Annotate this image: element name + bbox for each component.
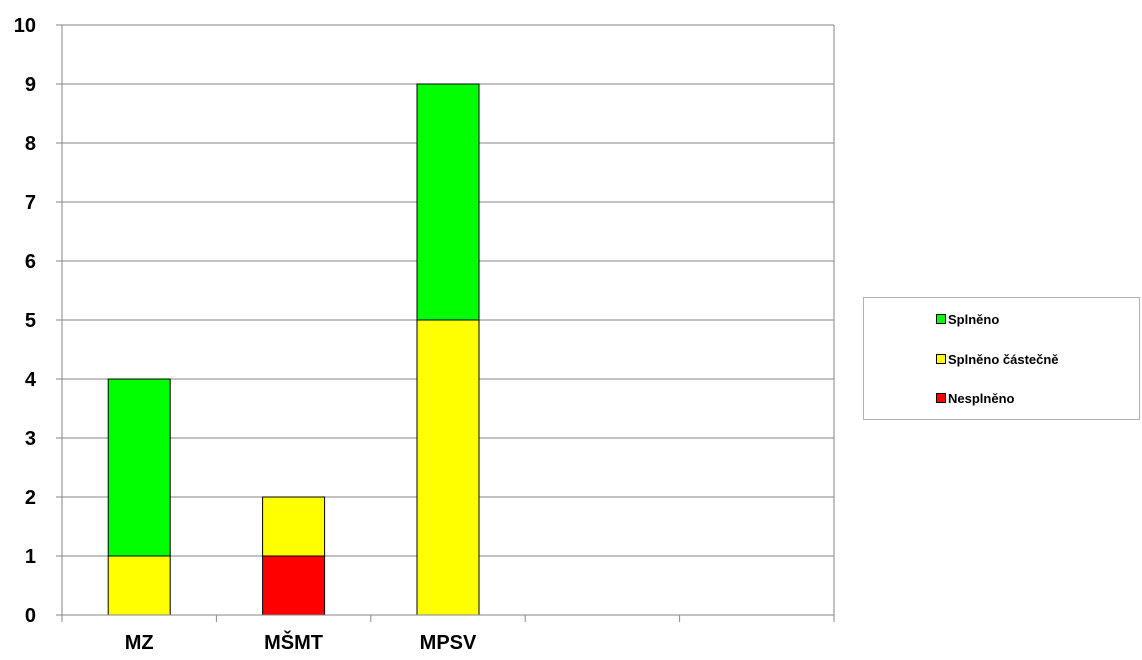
bar-segment bbox=[262, 555, 326, 616]
y-tick-label: 4 bbox=[25, 369, 37, 391]
axes bbox=[56, 24, 835, 622]
legend-swatch-nesplneno bbox=[936, 393, 946, 403]
x-tick-label: MPSV bbox=[420, 632, 477, 654]
y-tick-label: 3 bbox=[25, 428, 36, 450]
y-tick-label: 1 bbox=[25, 546, 36, 568]
y-tick-label: 2 bbox=[25, 487, 36, 509]
y-tick-label: 7 bbox=[25, 192, 36, 214]
bar-segment bbox=[416, 319, 480, 616]
legend-label-splneno: Splněno bbox=[948, 311, 1000, 327]
legend-swatch-splneno bbox=[936, 314, 946, 324]
y-tick-label: 9 bbox=[25, 74, 36, 96]
legend-item-splneno-castecne: Splněno částečně bbox=[936, 351, 1059, 367]
x-tick-label: MŠMT bbox=[264, 630, 323, 654]
bar-segment bbox=[262, 496, 326, 557]
x-tick-label: MZ bbox=[125, 632, 154, 654]
legend-label-nesplneno: Nesplněno bbox=[948, 390, 1015, 406]
bar-segment bbox=[107, 378, 171, 557]
legend-swatch-splneno-castecne bbox=[936, 354, 946, 364]
y-tick-label: 0 bbox=[25, 605, 36, 627]
bar-segment bbox=[107, 555, 171, 616]
y-axis-ticks: 0 1 2 3 4 5 6 7 8 9 10 bbox=[14, 15, 37, 627]
x-axis-ticks: MZ MŠMT MPSV bbox=[125, 630, 477, 654]
y-tick-label: 6 bbox=[25, 251, 36, 273]
y-tick-label: 10 bbox=[14, 15, 36, 37]
legend: Splněno Splněno částečně Nesplněno bbox=[863, 297, 1140, 420]
bar-segment bbox=[416, 83, 480, 321]
y-tick-label: 5 bbox=[25, 310, 36, 332]
legend-item-nesplneno: Nesplněno bbox=[936, 390, 1014, 406]
bars bbox=[107, 83, 480, 616]
legend-label-splneno-castecne: Splněno částečně bbox=[948, 351, 1059, 367]
y-tick-label: 8 bbox=[25, 133, 36, 155]
legend-item-splneno: Splněno bbox=[936, 311, 999, 327]
